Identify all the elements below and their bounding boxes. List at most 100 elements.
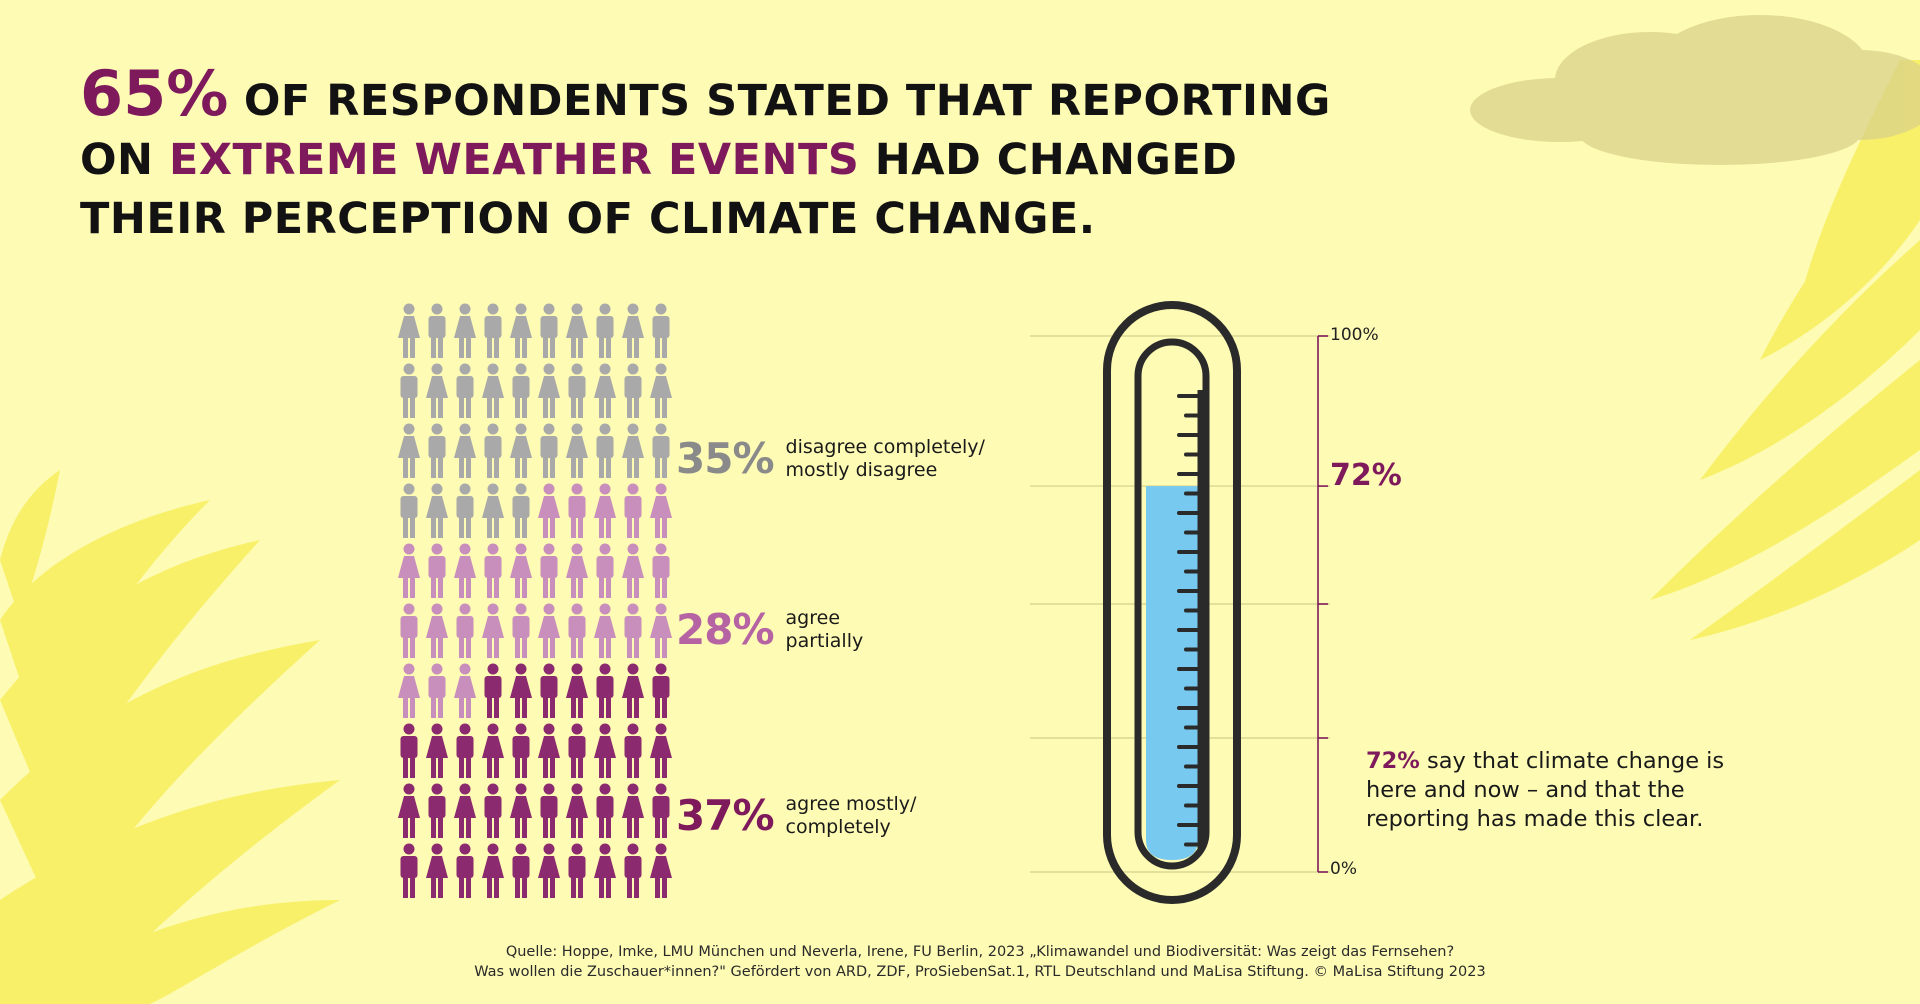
headline-text-1: OF RESPONDENTS STATED THAT REPORTING [228, 76, 1331, 126]
person-icon [484, 423, 502, 478]
headline-text-2: ON [80, 135, 170, 185]
person-icon [510, 783, 532, 838]
person-icon [398, 663, 420, 718]
person-icon [566, 303, 588, 358]
person-icon [622, 543, 644, 598]
text-agree-line1: agree mostly/ [785, 792, 917, 815]
person-icon [622, 303, 644, 358]
source-line-1: Quelle: Hoppe, Imke, LMU München und Nev… [505, 944, 1455, 960]
person-icon [456, 603, 474, 658]
person-icon [428, 783, 446, 838]
person-icon [400, 723, 418, 778]
person-icon [510, 303, 532, 358]
person-icon [398, 543, 420, 598]
person-icon [568, 603, 586, 658]
text-disagree: disagree completely/ mostly disagree [786, 436, 985, 482]
text-disagree-line2: mostly disagree [785, 458, 938, 481]
label-agree: 37% agree mostly/ completely [676, 791, 916, 840]
person-icon [538, 483, 560, 538]
person-icon [398, 303, 420, 358]
person-icon [594, 363, 616, 418]
person-icon [650, 723, 672, 778]
person-icon [596, 543, 614, 598]
text-agree-line2: completely [785, 815, 891, 838]
person-icon [652, 423, 670, 478]
note-highlight: 72% [1366, 748, 1420, 774]
person-icon [650, 363, 672, 418]
cloud-sketch [1470, 15, 1920, 165]
person-icon [566, 783, 588, 838]
person-icon [400, 603, 418, 658]
person-icon [652, 543, 670, 598]
person-icon [484, 663, 502, 718]
person-icon [568, 363, 586, 418]
label-partial: 28% agree partially [676, 605, 863, 654]
thermometer-inner-tube [1134, 338, 1210, 870]
person-icon [512, 603, 530, 658]
person-icon [622, 783, 644, 838]
palm-leaf-right [1650, 60, 1920, 640]
person-icon [428, 663, 446, 718]
person-icon [624, 363, 642, 418]
headline-text-3: HAD CHANGED [859, 135, 1238, 185]
note-text: say that climate change is here and now … [1366, 748, 1725, 832]
person-icon [482, 603, 504, 658]
axis-bottom-label: 0% [1330, 859, 1357, 879]
person-icon [538, 363, 560, 418]
person-icon [454, 543, 476, 598]
person-icon [510, 543, 532, 598]
person-icon [456, 363, 474, 418]
person-icon [622, 663, 644, 718]
person-icon [566, 663, 588, 718]
person-icon [484, 543, 502, 598]
text-partial-line1: agree [785, 606, 841, 629]
person-icon [650, 483, 672, 538]
person-icon [454, 303, 476, 358]
person-icon [400, 843, 418, 898]
headline: 65% OF RESPONDENTS STATED THAT REPORTING… [80, 63, 1340, 249]
person-icon [596, 303, 614, 358]
text-agree: agree mostly/ completely [786, 793, 917, 839]
person-icon [596, 783, 614, 838]
pct-disagree: 35% [676, 434, 775, 483]
text-partial: agree partially [786, 607, 864, 653]
person-icon [454, 783, 476, 838]
person-icon [540, 543, 558, 598]
person-icon [510, 663, 532, 718]
thermometer-note: 72% say that climate change is here and … [1366, 747, 1766, 834]
person-icon [512, 843, 530, 898]
palm-leaf-left [0, 470, 340, 1004]
person-icon [482, 843, 504, 898]
person-icon [538, 843, 560, 898]
pct-agree: 37% [676, 791, 775, 840]
person-icon [428, 423, 446, 478]
person-icon [510, 423, 532, 478]
person-icon [540, 783, 558, 838]
source-line-2: Was wollen die Zuschauer*innen?" Geförde… [474, 964, 1486, 980]
person-icon [398, 423, 420, 478]
person-icon [540, 663, 558, 718]
person-icon [426, 843, 448, 898]
person-icon [650, 843, 672, 898]
person-icon [652, 783, 670, 838]
source-citation: Quelle: Hoppe, Imke, LMU München und Nev… [420, 942, 1540, 982]
person-icon [596, 423, 614, 478]
person-icon [456, 723, 474, 778]
person-icon [428, 303, 446, 358]
person-icon [624, 723, 642, 778]
person-icon [454, 423, 476, 478]
person-icon [512, 723, 530, 778]
person-icon [624, 843, 642, 898]
person-icon [624, 603, 642, 658]
person-icon [652, 663, 670, 718]
person-icon [568, 723, 586, 778]
person-icon [482, 483, 504, 538]
person-icon [482, 723, 504, 778]
person-icon [540, 303, 558, 358]
person-icon [454, 663, 476, 718]
person-icon [426, 603, 448, 658]
person-icon [426, 363, 448, 418]
person-icon [540, 423, 558, 478]
person-icon [652, 303, 670, 358]
person-icon [566, 543, 588, 598]
